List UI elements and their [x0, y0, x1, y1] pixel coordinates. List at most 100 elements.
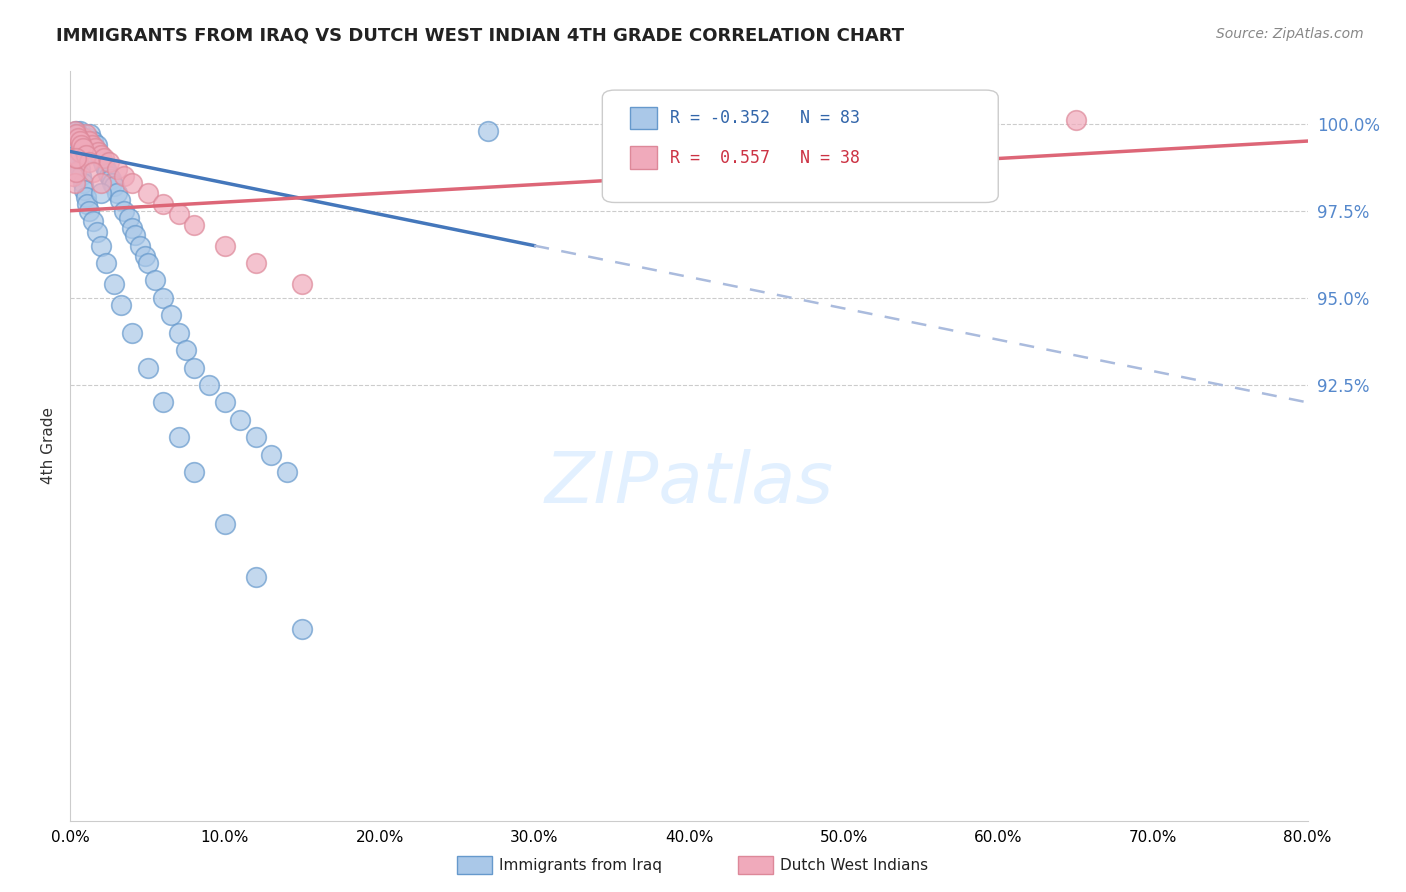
Point [118, 211, 141, 225]
Point [62, 145, 84, 159]
FancyBboxPatch shape [630, 106, 657, 129]
Point [260, 448, 283, 462]
Point [65, 130, 87, 145]
Point [108, 194, 131, 208]
Point [1064, 113, 1087, 128]
Point [72, 176, 94, 190]
Point [69, 145, 91, 159]
Point [110, 298, 132, 312]
Point [75, 148, 97, 162]
Point [129, 238, 152, 252]
Point [96, 165, 118, 179]
Point [67, 130, 90, 145]
Point [98, 169, 120, 183]
Point [67, 127, 90, 141]
Point [65, 123, 87, 137]
Point [160, 308, 183, 322]
Point [63, 141, 86, 155]
Point [87, 145, 110, 159]
Point [72, 130, 94, 145]
Point [73, 141, 96, 155]
Point [291, 277, 314, 291]
Point [75, 190, 97, 204]
Point [100, 172, 122, 186]
Point [75, 137, 97, 152]
FancyBboxPatch shape [630, 146, 657, 169]
Point [145, 273, 166, 287]
Point [73, 183, 96, 197]
Point [105, 161, 128, 176]
Point [105, 186, 128, 201]
Point [73, 130, 96, 145]
Point [86, 225, 108, 239]
Point [93, 152, 115, 166]
Point [77, 155, 100, 169]
Point [152, 196, 174, 211]
Point [70, 134, 93, 148]
Point [75, 145, 97, 159]
Point [214, 238, 236, 252]
Point [82, 214, 105, 228]
Point [80, 137, 103, 152]
Point [477, 123, 499, 137]
Point [70, 137, 93, 152]
Y-axis label: 4th Grade: 4th Grade [41, 408, 56, 484]
Point [67, 152, 90, 166]
Point [77, 130, 100, 145]
Point [69, 161, 91, 176]
Point [72, 137, 94, 152]
Point [245, 570, 267, 584]
Point [291, 622, 314, 636]
Point [67, 127, 90, 141]
Point [90, 176, 112, 190]
Point [245, 256, 267, 270]
Point [90, 186, 112, 201]
Point [152, 291, 174, 305]
Point [90, 148, 112, 162]
Point [72, 134, 94, 148]
Point [84, 141, 107, 155]
Point [124, 228, 146, 243]
Point [91, 155, 114, 169]
Point [89, 148, 111, 162]
Point [84, 141, 107, 155]
Point [90, 238, 112, 252]
Point [98, 155, 120, 169]
Point [65, 152, 87, 166]
Point [65, 148, 87, 162]
Point [136, 256, 159, 270]
Point [101, 176, 124, 190]
Point [70, 169, 93, 183]
Point [90, 152, 112, 166]
Point [75, 127, 97, 141]
Point [77, 203, 100, 218]
Point [69, 134, 91, 148]
Point [276, 465, 298, 479]
Point [214, 395, 236, 409]
Point [183, 465, 205, 479]
Point [245, 430, 267, 444]
Point [103, 179, 125, 194]
Text: Immigrants from Iraq: Immigrants from Iraq [499, 858, 662, 872]
Point [70, 137, 93, 152]
Point [67, 155, 90, 169]
Text: R =  0.557   N = 38: R = 0.557 N = 38 [671, 149, 860, 167]
Point [94, 256, 117, 270]
Point [77, 134, 100, 148]
Point [63, 134, 86, 148]
Point [152, 395, 174, 409]
Point [76, 134, 98, 148]
Point [136, 186, 159, 201]
Text: IMMIGRANTS FROM IRAQ VS DUTCH WEST INDIAN 4TH GRADE CORRELATION CHART: IMMIGRANTS FROM IRAQ VS DUTCH WEST INDIA… [56, 27, 904, 45]
Point [103, 277, 125, 291]
Point [65, 165, 87, 179]
Text: ZIPatlas: ZIPatlas [544, 449, 834, 518]
Point [79, 127, 101, 141]
Point [62, 169, 84, 183]
Point [69, 123, 91, 137]
Point [167, 207, 190, 221]
Point [72, 141, 94, 155]
Point [121, 326, 143, 340]
Point [86, 137, 108, 152]
Point [214, 517, 236, 532]
